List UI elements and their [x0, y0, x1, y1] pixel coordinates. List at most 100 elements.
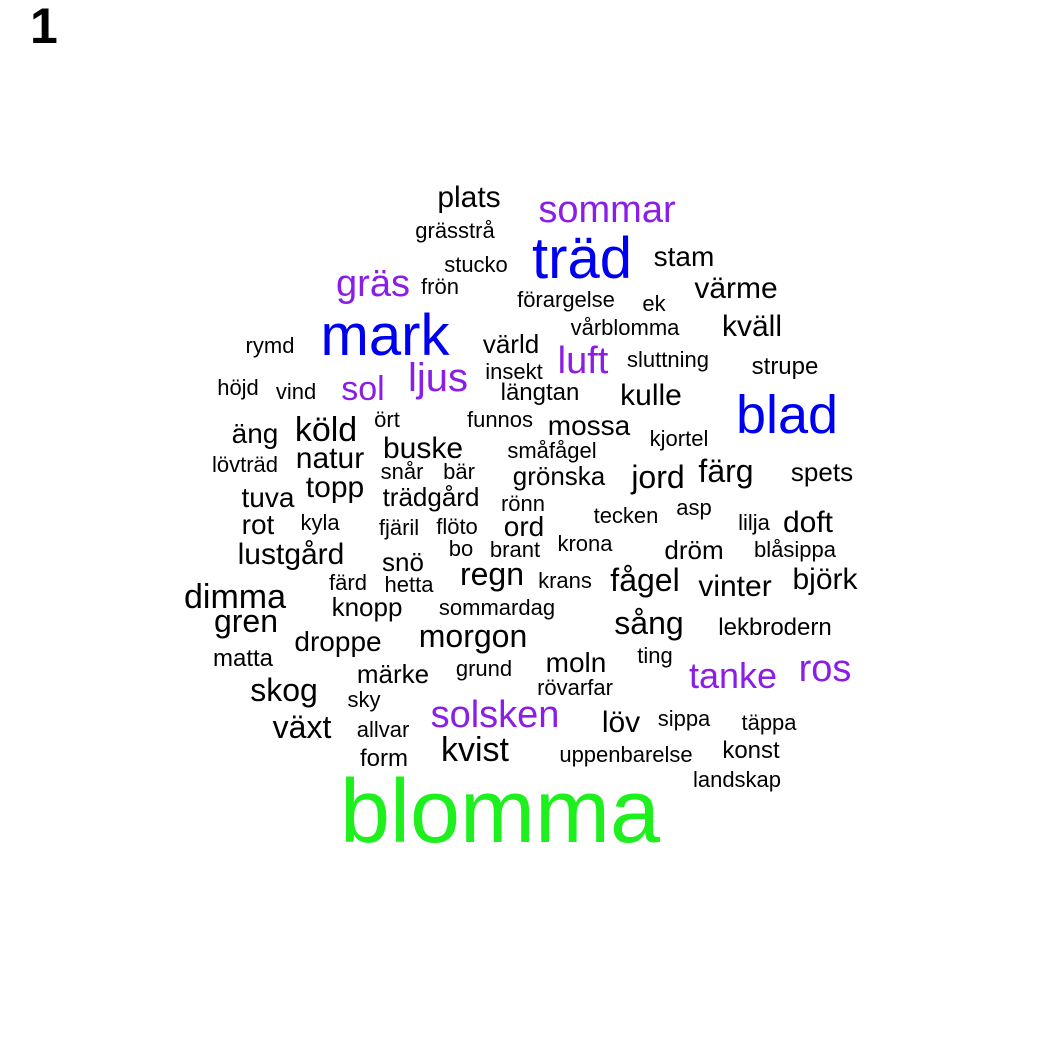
cloud-word: ros	[798, 648, 852, 690]
cloud-word: asp	[676, 495, 712, 520]
cloud-word: snår	[380, 459, 424, 484]
cloud-word: stam	[653, 241, 715, 272]
cloud-word: lustgård	[237, 538, 345, 571]
cloud-word: kulle	[620, 379, 682, 412]
cloud-word: flöto	[436, 514, 478, 539]
cloud-word: krans	[538, 568, 592, 593]
cloud-word: moln	[545, 647, 607, 678]
cloud-word: ört	[374, 407, 400, 432]
cloud-word: ek	[642, 291, 666, 316]
cloud-word: stucko	[444, 252, 508, 277]
cloud-word: värme	[694, 272, 778, 305]
cloud-word: sång	[614, 605, 684, 641]
cloud-word: sluttning	[627, 347, 709, 372]
cloud-word: gren	[213, 603, 279, 639]
cloud-word: grässtrå	[415, 218, 495, 243]
cloud-word: längtan	[500, 379, 580, 406]
cloud-word: funnos	[466, 407, 534, 432]
cloud-word: kyla	[300, 510, 340, 535]
panel-number-label: 1	[30, 0, 58, 54]
cloud-word: lilja	[738, 510, 770, 535]
cloud-word: färg	[698, 453, 754, 489]
cloud-word: märke	[356, 659, 430, 689]
cloud-word: krona	[557, 531, 613, 556]
cloud-word: vårblomma	[570, 315, 680, 340]
cloud-word: sommardag	[438, 595, 556, 620]
cloud-word: färd	[329, 570, 367, 595]
cloud-word: uppenbarelse	[559, 742, 693, 767]
cloud-word: täppa	[741, 710, 797, 735]
cloud-word: frön	[421, 274, 459, 299]
cloud-word: doft	[782, 506, 834, 539]
cloud-word: morgon	[418, 618, 528, 654]
cloud-word: buske	[382, 432, 464, 465]
cloud-word: mossa	[547, 410, 631, 441]
cloud-word: björk	[792, 563, 858, 596]
cloud-word: tuva	[241, 482, 295, 513]
cloud-word: kjortel	[649, 426, 709, 451]
cloud-word: mark	[320, 303, 450, 368]
cloud-word: vind	[275, 379, 317, 404]
cloud-word: sommar	[538, 189, 676, 231]
cloud-word: strupe	[751, 353, 819, 380]
cloud-word: natur	[295, 442, 365, 475]
cloud-word: solsken	[430, 694, 560, 736]
cloud-word: värld	[482, 329, 540, 359]
cloud-word: bär	[443, 459, 475, 484]
cloud-word: regn	[459, 556, 525, 592]
cloud-word: landskap	[692, 767, 782, 792]
cloud-word: rot	[241, 509, 275, 540]
cloud-word: äng	[231, 418, 279, 449]
cloud-word: lekbrodern	[718, 614, 832, 641]
cloud-word: småfågel	[507, 438, 597, 463]
cloud-word: droppe	[294, 626, 382, 657]
cloud-word: brant	[489, 537, 541, 562]
cloud-word: växt	[272, 709, 332, 745]
cloud-word: rymd	[245, 333, 295, 358]
cloud-word: förargelse	[517, 287, 615, 312]
cloud-word: luft	[557, 340, 609, 382]
cloud-word: blomma	[339, 762, 661, 862]
cloud-word: fjäril	[378, 515, 420, 540]
cloud-word: skog	[250, 672, 318, 708]
cloud-word: plats	[437, 181, 501, 214]
cloud-word: jord	[631, 459, 685, 495]
cloud-word: gräs	[336, 263, 410, 305]
cloud-word: dimma	[183, 578, 287, 616]
cloud-word: sky	[347, 687, 381, 712]
cloud-word: grönska	[512, 461, 606, 491]
cloud-word: bo	[448, 536, 474, 561]
cloud-word: dröm	[664, 535, 724, 565]
cloud-word: lövträd	[211, 452, 279, 477]
cloud-word: form	[360, 745, 408, 772]
cloud-word: kväll	[721, 310, 783, 343]
cloud-word: tecken	[593, 503, 659, 528]
cloud-word: sol	[341, 370, 385, 408]
cloud-word: snö	[382, 547, 424, 577]
cloud-word: träd	[532, 226, 632, 291]
cloud-word: köld	[294, 411, 358, 449]
cloud-word: hetta	[384, 572, 434, 597]
cloud-word: sippa	[657, 706, 711, 731]
cloud-word: allvar	[356, 717, 410, 742]
cloud-word: topp	[305, 471, 365, 504]
cloud-word: spets	[790, 457, 854, 487]
cloud-word: knopp	[331, 592, 403, 622]
cloud-word: trädgård	[382, 482, 480, 512]
cloud-word: rövarfar	[537, 675, 613, 700]
cloud-word: löv	[601, 706, 641, 739]
cloud-word: höjd	[217, 375, 259, 400]
cloud-word: blåsippa	[754, 537, 836, 562]
cloud-word: matta	[212, 645, 274, 672]
cloud-word: fågel	[610, 562, 680, 598]
cloud-word: tanke	[688, 655, 778, 696]
cloud-word: ting	[637, 643, 673, 668]
cloud-word: blad	[735, 385, 839, 445]
cloud-word: rönn	[500, 491, 546, 516]
cloud-word: insekt	[485, 359, 543, 384]
cloud-word: kvist	[441, 731, 509, 769]
cloud-word: ord	[503, 511, 545, 542]
cloud-word: grund	[455, 656, 513, 681]
cloud-word: ljus	[407, 356, 469, 400]
